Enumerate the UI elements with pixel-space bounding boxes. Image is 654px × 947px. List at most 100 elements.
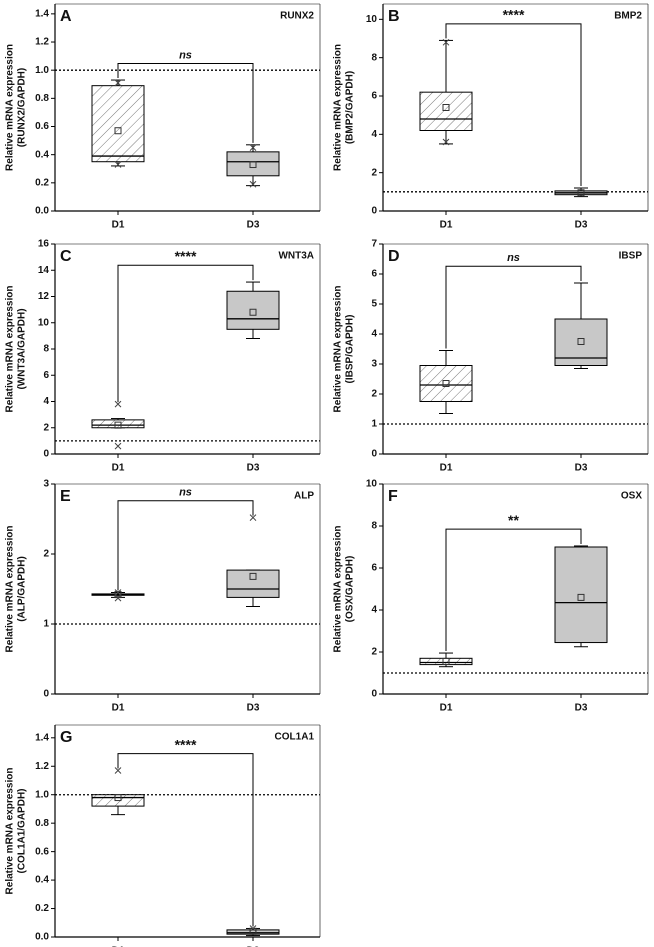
x-tick-label: D1 [112, 220, 125, 231]
panel: 0 2 4 6 8 10 Relative mRNA expression (OSX/GAPD… [333, 479, 649, 714]
gene-label: BMP2 [614, 11, 642, 22]
y-axis-label: Relative mRNA expression [333, 286, 344, 413]
y-tick-label: 5 [371, 299, 377, 310]
y-tick-label: 1.4 [35, 8, 49, 19]
mean [249, 572, 257, 580]
y-tick-label: 8 [371, 52, 377, 63]
x-tick-label: D3 [575, 703, 588, 714]
y-tick-label: 14 [38, 265, 50, 276]
y-tick-label: 1.0 [35, 65, 49, 76]
box [419, 657, 473, 666]
y-tick-label: 4 [371, 605, 377, 616]
y-axis-label: (IBSP/GAPDH) [345, 315, 356, 384]
mean [249, 161, 257, 169]
outlier [249, 514, 257, 521]
significance-bracket [445, 528, 582, 652]
y-axis-label: Relative mRNA expression [5, 286, 16, 413]
y-axis-label: Relative mRNA expression [333, 526, 344, 653]
x-tick-label: D1 [440, 463, 453, 474]
gene-label: ALP [294, 491, 314, 502]
y-tick-label: 0.4 [35, 149, 49, 160]
x-tick-label: D3 [247, 703, 260, 714]
significance-label: **** [175, 736, 197, 752]
y-tick-label: 0.2 [35, 903, 49, 914]
significance-label: ** [508, 512, 519, 528]
x-tick-label: D3 [575, 220, 588, 231]
y-tick-label: 10 [366, 14, 378, 25]
significance-bracket [117, 264, 254, 403]
significance-label: ns [507, 252, 520, 264]
y-tick-label: 2 [371, 389, 377, 400]
y-tick-label: 0 [43, 689, 49, 700]
y-tick-label: 0.6 [35, 121, 49, 132]
outlier [249, 925, 257, 932]
significance-label: ns [179, 487, 192, 499]
panel-letter: F [388, 488, 398, 505]
y-axis-label: (WNT3A/GAPDH) [17, 308, 28, 389]
panel: 0 2 4 6 8 10 12 14 16 Relative mRNA expression (WN… [5, 239, 321, 474]
outlier [249, 144, 257, 151]
y-tick-label: 3 [371, 359, 377, 370]
y-tick-label: 2 [371, 647, 377, 658]
y-tick-label: 1.4 [35, 732, 49, 743]
y-tick-label: 1.2 [35, 37, 49, 48]
significance-bracket [117, 62, 254, 143]
outlier [114, 767, 122, 774]
y-tick-label: 1.2 [35, 761, 49, 772]
y-tick-label: 0 [371, 206, 377, 217]
mean [114, 127, 122, 135]
x-tick-label: D1 [112, 703, 125, 714]
mean [114, 794, 122, 802]
y-tick-label: 6 [371, 269, 377, 280]
y-axis-label: Relative mRNA expression [5, 768, 16, 895]
outlier [114, 161, 122, 168]
y-tick-label: 8 [43, 344, 49, 355]
y-tick-label: 0.8 [35, 818, 49, 829]
y-tick-label: 0 [43, 449, 49, 460]
outlier [114, 589, 122, 596]
mean [442, 380, 450, 387]
panel-letter: D [388, 248, 400, 265]
mean [577, 338, 585, 345]
y-tick-label: 0.0 [35, 932, 49, 943]
x-tick-label: D3 [247, 463, 260, 474]
box [226, 290, 280, 330]
significance-label: **** [503, 7, 525, 23]
y-tick-label: 0.6 [35, 846, 49, 857]
y-tick-label: 6 [371, 563, 377, 574]
y-tick-label: 3 [43, 479, 49, 490]
y-axis-label: Relative mRNA expression [333, 44, 344, 171]
mean [577, 189, 585, 197]
outlier [114, 79, 122, 87]
gene-label: RUNX2 [280, 11, 314, 22]
y-tick-label: 8 [371, 521, 377, 532]
mean [442, 104, 450, 111]
y-tick-label: 4 [371, 129, 377, 140]
y-tick-label: 0 [371, 449, 377, 460]
mean [577, 593, 585, 601]
outlier [114, 400, 122, 408]
mean [114, 421, 122, 429]
significance-label: ns [179, 49, 192, 61]
panel: 0 1 2 3 4 5 6 7 Relative mRNA expression (IBSP/GA… [333, 239, 649, 474]
panel-letter: B [388, 8, 400, 25]
panel-letter: G [60, 729, 72, 746]
gene-label: WNT3A [278, 251, 314, 262]
gene-label: IBSP [619, 251, 643, 262]
x-tick-label: D3 [247, 946, 260, 947]
y-tick-label: 0.2 [35, 177, 49, 188]
y-axis-label: (ALP/GAPDH) [17, 556, 28, 622]
y-tick-label: 10 [38, 317, 50, 328]
y-tick-label: 4 [43, 396, 49, 407]
box [226, 151, 280, 177]
y-tick-label: 2 [43, 549, 49, 560]
significance-label: **** [175, 248, 197, 264]
significance-bracket [117, 500, 254, 591]
panel: 0 2 4 6 8 10 Relative mRNA expression (BMP2/GAP… [333, 3, 649, 231]
y-tick-label: 6 [43, 370, 49, 381]
outlier [249, 180, 257, 188]
y-tick-label: 0.4 [35, 875, 49, 886]
y-tick-label: 0.8 [35, 93, 49, 104]
y-axis-label: (RUNX2/GAPDH) [17, 68, 28, 147]
y-tick-label: 1 [371, 419, 377, 430]
